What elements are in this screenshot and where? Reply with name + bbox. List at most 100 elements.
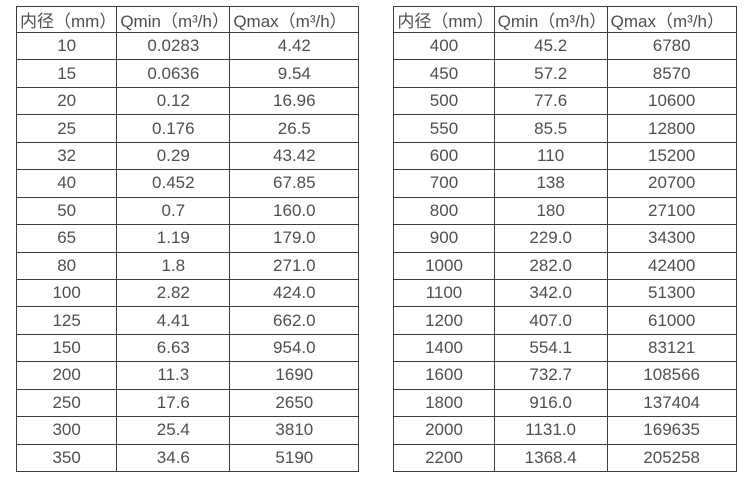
table-row: 25 0.176 26.5 <box>15 114 360 143</box>
table-row: 1400 554.1 83121 <box>393 333 737 363</box>
table-cell: 16.96 <box>229 86 360 116</box>
table-cell: 600 <box>393 141 495 171</box>
table-cell: 0.452 <box>116 169 231 198</box>
table-cell: 0.176 <box>116 114 231 143</box>
column-header: Qmin（m³/h） <box>493 6 608 33</box>
table-cell: 250 <box>15 388 118 418</box>
table-cell: 1100 <box>393 278 495 308</box>
table-row: 1000 282.0 42400 <box>393 251 737 280</box>
table-row: 600 110 15200 <box>393 141 737 171</box>
table-row: 200 11.3 1690 <box>15 361 360 390</box>
table-cell: 138 <box>493 169 608 198</box>
table-cell: 150 <box>15 333 118 363</box>
table-cell: 916.0 <box>493 388 608 418</box>
table-row: 100 2.82 424.0 <box>15 278 360 308</box>
table-cell: 125 <box>15 306 118 335</box>
table-cell: 42400 <box>606 251 737 280</box>
table-cell: 6780 <box>606 31 737 61</box>
table-cell: 26.5 <box>229 114 360 143</box>
table-cell: 40 <box>15 169 118 198</box>
table-cell: 110 <box>493 141 608 171</box>
table-cell: 100 <box>15 278 118 308</box>
table-cell: 400 <box>393 31 495 61</box>
table-row: 300 25.4 3810 <box>15 416 360 445</box>
table-cell: 20700 <box>606 169 737 198</box>
table-cell: 137404 <box>606 388 737 418</box>
table-row: 15 0.0636 9.54 <box>15 59 360 88</box>
table-cell: 407.0 <box>493 306 608 335</box>
table-row: 2200 1368.4 205258 <box>393 443 737 473</box>
table-cell: 57.2 <box>493 59 608 88</box>
table-cell: 50 <box>15 196 118 226</box>
table-cell: 80 <box>15 251 118 280</box>
table-cell: 1800 <box>393 388 495 418</box>
table-cell: 0.12 <box>116 86 231 116</box>
table-row: 450 57.2 8570 <box>393 59 737 88</box>
table-row: 700 138 20700 <box>393 169 737 198</box>
table-cell: 65 <box>15 224 118 253</box>
table-cell: 17.6 <box>116 388 231 418</box>
table-cell: 1000 <box>393 251 495 280</box>
flow-table-small-diameters: 内径（mm） Qmin（m³/h） Qmax（m³/h） 10 0.0283 4.42 15… <box>15 6 360 473</box>
table-cell: 1.8 <box>116 251 231 280</box>
table-row: 900 229.0 34300 <box>393 224 737 253</box>
table-cell: 1400 <box>393 333 495 363</box>
table-cell: 34.6 <box>116 443 231 473</box>
table-cell: 282.0 <box>493 251 608 280</box>
table-cell: 45.2 <box>493 31 608 61</box>
table-cell: 1690 <box>229 361 360 390</box>
table-cell: 954.0 <box>229 333 360 363</box>
table-row: 150 6.63 954.0 <box>15 333 360 363</box>
table-cell: 4.41 <box>116 306 231 335</box>
column-header: 内径（mm） <box>15 6 118 33</box>
table-cell: 1600 <box>393 361 495 390</box>
table-cell: 11.3 <box>116 361 231 390</box>
table-row: 125 4.41 662.0 <box>15 306 360 335</box>
table-cell: 9.54 <box>229 59 360 88</box>
table-row: 50 0.7 160.0 <box>15 196 360 226</box>
table-row: 10 0.0283 4.42 <box>15 31 360 61</box>
table-cell: 8570 <box>606 59 737 88</box>
table-cell: 229.0 <box>493 224 608 253</box>
table-row: 2000 1131.0 169635 <box>393 416 737 445</box>
table-row: 80 1.8 271.0 <box>15 251 360 280</box>
table-cell: 51300 <box>606 278 737 308</box>
table-row: 350 34.6 5190 <box>15 443 360 473</box>
table-row: 40 0.452 67.85 <box>15 169 360 198</box>
table-cell: 67.85 <box>229 169 360 198</box>
table-row: 1100 342.0 51300 <box>393 278 737 308</box>
table-cell: 350 <box>15 443 118 473</box>
table-cell: 1131.0 <box>493 416 608 445</box>
column-header: Qmax（m³/h） <box>606 6 737 33</box>
table-row: 32 0.29 43.42 <box>15 141 360 171</box>
table-row: 65 1.19 179.0 <box>15 224 360 253</box>
table-cell: 271.0 <box>229 251 360 280</box>
column-header: Qmax（m³/h） <box>229 6 360 33</box>
table-cell: 108566 <box>606 361 737 390</box>
table-cell: 25.4 <box>116 416 231 445</box>
table-row: 400 45.2 6780 <box>393 31 737 61</box>
table-cell: 10600 <box>606 86 737 116</box>
table-cell: 0.0283 <box>116 31 231 61</box>
table-cell: 169635 <box>606 416 737 445</box>
table-cell: 83121 <box>606 333 737 363</box>
table-cell: 300 <box>15 416 118 445</box>
table-row: 500 77.6 10600 <box>393 86 737 116</box>
table-cell: 550 <box>393 114 495 143</box>
table-cell: 2.82 <box>116 278 231 308</box>
table-cell: 2200 <box>393 443 495 473</box>
flow-table-large-diameters: 内径（mm） Qmin（m³/h） Qmax（m³/h） 400 45.2 6780 450… <box>393 6 737 473</box>
table-cell: 15 <box>15 59 118 88</box>
table-row: 1800 916.0 137404 <box>393 388 737 418</box>
table-cell: 0.7 <box>116 196 231 226</box>
table-row: 1600 732.7 108566 <box>393 361 737 390</box>
table-cell: 424.0 <box>229 278 360 308</box>
table-row: 250 17.6 2650 <box>15 388 360 418</box>
table-cell: 179.0 <box>229 224 360 253</box>
table-cell: 43.42 <box>229 141 360 171</box>
table-cell: 12800 <box>606 114 737 143</box>
table-cell: 732.7 <box>493 361 608 390</box>
table-cell: 2650 <box>229 388 360 418</box>
table-cell: 342.0 <box>493 278 608 308</box>
table-cell: 1200 <box>393 306 495 335</box>
